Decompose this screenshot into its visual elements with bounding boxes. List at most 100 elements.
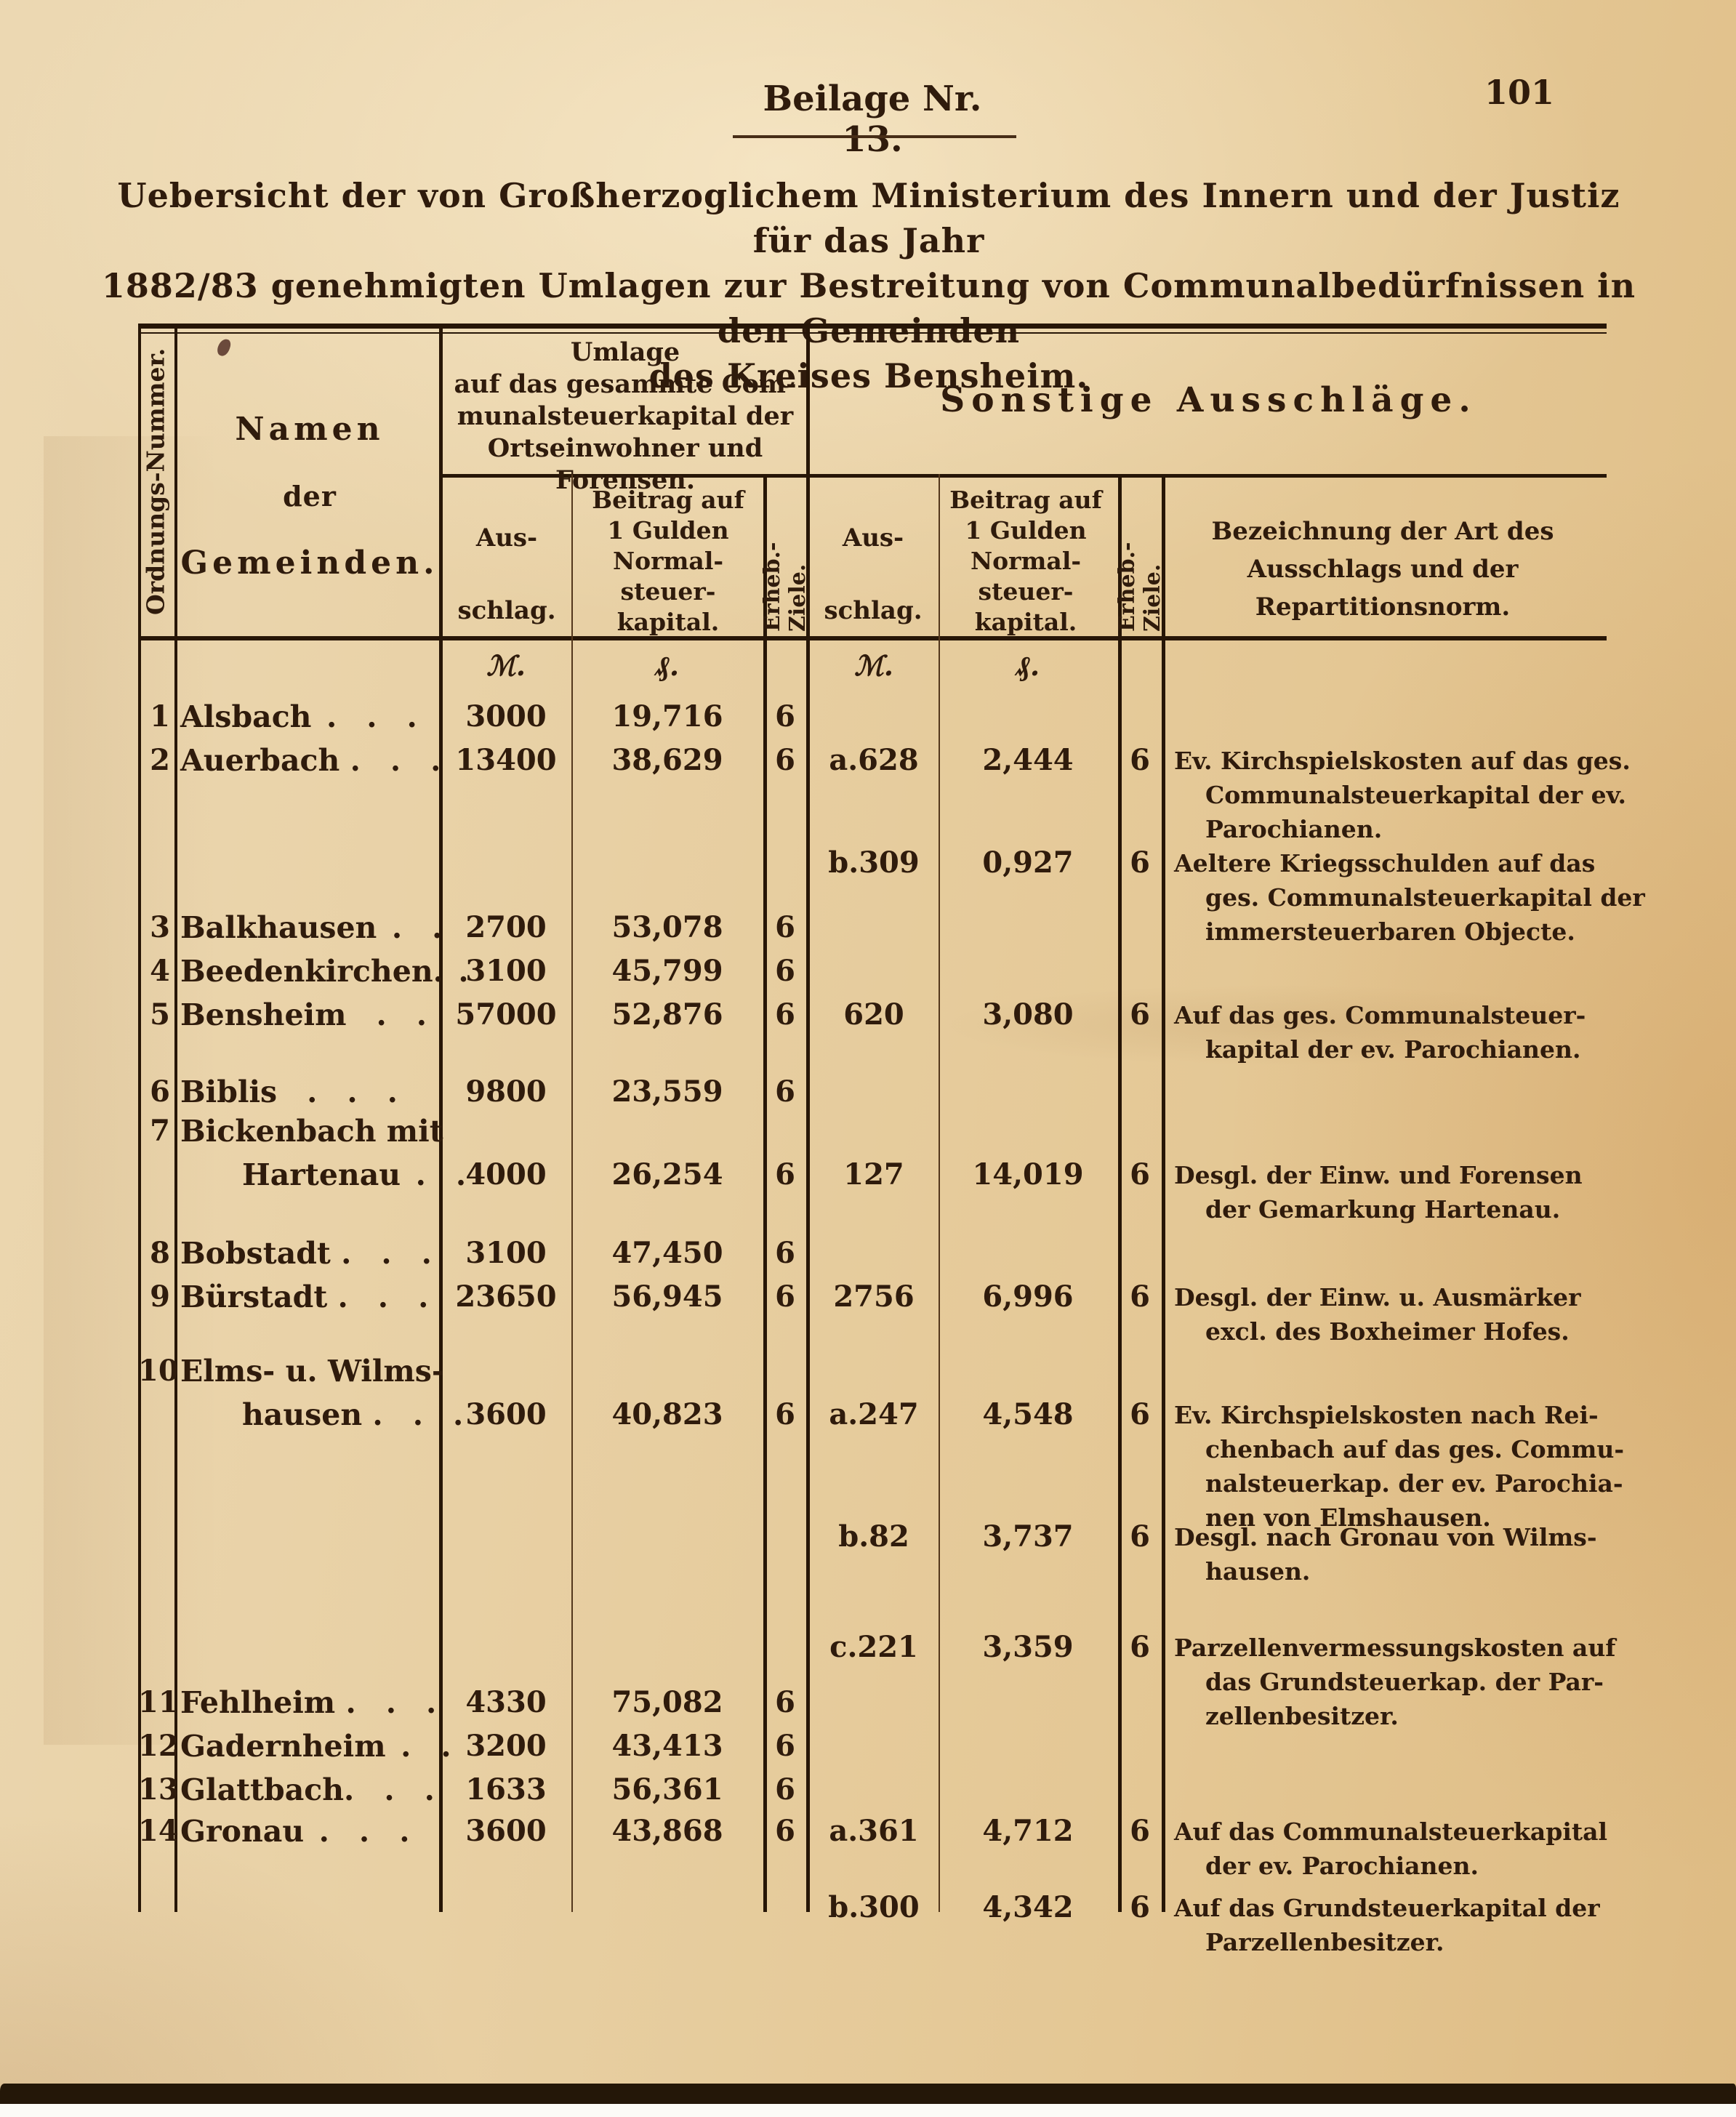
bezeichnung-note: Ev. Kirchspielskosten nach Rei- [1174,1401,1599,1429]
bezeichnung-note: nalsteuerkap. der ev. Parochia- [1205,1469,1623,1498]
gemeinde-name: Bickenbach mit [180,1114,443,1149]
scan-edge [0,2084,1736,2107]
sonstige-ausschlag-value: 620 [843,997,904,1032]
header-ausschlag-1: Aus- schlag. [457,523,556,625]
gemeinde-name: Beedenkirchen. . [180,954,469,989]
ordnungs-nummer: 4 [150,954,170,988]
sonstige-beitrag-value: 6,996 [982,1280,1074,1314]
sonstige-erheb-value: 6 [1130,1890,1150,1924]
table-top-rule [138,324,1607,329]
erheb-ziele-value: 6 [775,1236,795,1270]
mark-unit: ℳ. [854,649,893,682]
column-divider [939,474,940,1912]
column-divider [174,324,177,1912]
bezeichnung-note: immersteuerbaren Objecte. [1205,917,1575,946]
ordnungs-nummer: 3 [150,910,170,944]
ordnungs-nummer: 13 [138,1772,179,1807]
ausschlag-value: 23650 [455,1280,557,1314]
bezeichnung-note: Desgl. der Einw. und Forensen [1174,1161,1583,1189]
sonstige-erheb-value: 6 [1130,1630,1150,1664]
ordnungs-nummer: 6 [150,1074,170,1109]
sonstige-ausschlag-value: b.309 [828,845,920,880]
column-divider [763,474,767,1912]
mark-unit: ℳ. [486,649,526,682]
sonstige-beitrag-value: 3,737 [982,1519,1074,1554]
ausschlag-value: 3200 [465,1729,547,1763]
bezeichnung-note: der ev. Parochianen. [1205,1852,1479,1880]
sonstige-beitrag-value: 3,359 [982,1630,1074,1664]
sonstige-erheb-value: 6 [1130,1280,1150,1314]
ordnungs-nummer: 11 [138,1685,179,1719]
bezeichnung-note: Auf das Grundsteuerkapital der [1174,1894,1600,1922]
ausschlag-value: 3600 [465,1397,547,1431]
bezeichnung-note: hausen. [1205,1557,1311,1586]
bezeichnung-note: Parzellenvermessungskosten auf [1174,1634,1616,1662]
bezeichnung-note: Communalsteuerkapital der ev. [1205,781,1626,809]
sonstige-beitrag-value: 2,444 [982,743,1074,777]
header-ausschlag-2: Aus- schlag. [824,523,923,625]
page-number: 101 [1484,73,1555,112]
erheb-ziele-value: 6 [775,1772,795,1807]
header-bottom-rule [138,636,1607,640]
gemeinde-name: Biblis . . . [180,1074,398,1109]
ordnungs-nummer: 7 [150,1114,170,1148]
bezeichnung-note: Ev. Kirchspielskosten auf das ges. [1174,747,1631,775]
ausschlag-value: 4330 [465,1685,547,1719]
erheb-ziele-value: 6 [775,1729,795,1763]
erheb-ziele-value: 6 [775,954,795,988]
erheb-ziele-value: 6 [775,1814,795,1848]
ausschlag-value: 9800 [465,1074,547,1109]
header-beitrag-2: Beitrag auf 1 Gulden Normal- steuer- kap… [949,486,1102,636]
ausschlag-value: 57000 [455,997,557,1032]
header-erheb-ziele-1: Erheb.-Ziele. [760,542,811,632]
pfennig-unit: ₰. [1016,649,1040,682]
table-top-rule-thin [138,332,1607,334]
erheb-ziele-value: 6 [775,1397,795,1431]
header-bezeichnung: Bezeichnung der Art des Ausschlags und d… [1211,517,1554,622]
beitrag-value: 75,082 [611,1685,723,1719]
gemeinde-name: hausen . . . [242,1397,464,1432]
beitrag-value: 56,945 [611,1280,723,1314]
sonstige-erheb-value: 6 [1130,743,1150,777]
erheb-ziele-value: 6 [775,1074,795,1109]
sonstige-ausschlag-value: 127 [843,1157,904,1192]
sonstige-ausschlag-value: a.628 [829,743,919,777]
sonstige-erheb-value: 6 [1130,1157,1150,1192]
column-divider [439,324,443,1912]
ordnungs-nummer: 12 [138,1729,179,1763]
beitrag-value: 19,716 [611,699,723,734]
bezeichnung-note: Desgl. der Einw. u. Ausmärker [1174,1283,1581,1311]
gemeinde-name: Gronau . . . [180,1814,410,1849]
attachment-label-underline [733,135,1016,138]
bezeichnung-note: excl. des Boxheimer Hofes. [1205,1317,1570,1346]
attachment-label: Beilage Nr. 13. [763,79,982,160]
title-line-3: des Kreises Bensheim. [648,356,1089,395]
ordnungs-nummer: 5 [150,997,170,1032]
header-erheb-ziele-2: Erheb.-Ziele. [1114,542,1165,632]
tax-table: Ordnungs-Nummer. Namen der Gemeinden. Um… [138,324,1645,1967]
header-umlage: Umlage auf das gesammte Com- munalsteuer… [454,337,797,495]
beitrag-value: 56,361 [611,1772,723,1807]
beitrag-value: 53,078 [611,910,723,944]
bezeichnung-note: Auf das Communalsteuerkapital [1174,1817,1608,1846]
sonstige-ausschlag-value: 2756 [833,1280,915,1314]
column-divider [571,474,573,1912]
ausschlag-value: 3600 [465,1814,547,1848]
sonstige-beitrag-value: 3,080 [982,997,1074,1032]
gemeinde-name: Hartenau . . [242,1157,467,1192]
bezeichnung-note: der Gemarkung Hartenau. [1205,1195,1561,1224]
ordnungs-nummer: 10 [138,1354,179,1388]
header-ordnungsnummer: Ordnungs-Nummer. [141,348,170,616]
erheb-ziele-value: 6 [775,1280,795,1314]
ordnungs-nummer: 2 [150,743,170,777]
ausschlag-value: 3100 [465,954,547,988]
sonstige-ausschlag-value: a.361 [829,1814,919,1848]
ausschlag-value: 3100 [465,1236,547,1270]
table-left-border [138,324,141,1912]
beitrag-value: 43,413 [611,1729,723,1763]
ausschlag-value: 2700 [465,910,547,944]
sonstige-erheb-value: 6 [1130,845,1150,880]
gemeinde-name: Bensheim . . [180,997,427,1032]
sonstige-beitrag-value: 4,548 [982,1397,1074,1431]
